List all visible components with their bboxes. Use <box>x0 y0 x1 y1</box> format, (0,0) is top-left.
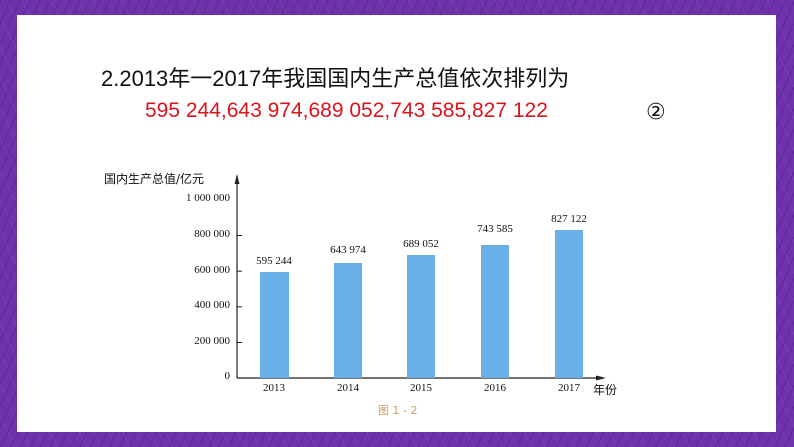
gdp-sequence-text: 595 244,643 974,689 052,743 585,827 122 <box>145 99 548 122</box>
y-tick-label: 600 000 <box>194 264 230 276</box>
y-axis-arrow-icon <box>234 174 240 184</box>
bar-value-label: 689 052 <box>403 238 439 250</box>
y-axis-title: 国内生产总值/亿元 <box>104 172 205 186</box>
bar-value-label: 827 122 <box>551 213 587 225</box>
bar-value-label: 595 244 <box>256 255 292 267</box>
bar-value-label: 643 974 <box>330 244 366 256</box>
figure-caption: 图 1 - 2 <box>378 404 418 417</box>
y-tick-label: 0 <box>224 370 231 382</box>
x-tick-label: 2015 <box>410 382 432 394</box>
bar-2017 <box>555 230 583 378</box>
bar-2014 <box>334 263 362 378</box>
x-tick-label: 2017 <box>558 382 580 394</box>
bar-2016 <box>481 245 509 378</box>
bar-value-label: 743 585 <box>477 223 513 235</box>
question-title: 2.2013年一2017年我国国内生产总值依次排列为 <box>101 66 570 91</box>
x-axis-title: 年份 <box>592 383 617 397</box>
bar-2013 <box>260 272 289 378</box>
x-axis-arrow-icon <box>596 375 606 381</box>
slide-canvas <box>17 15 776 432</box>
y-tick-label: 800 000 <box>194 228 230 240</box>
y-tick-label: 400 000 <box>194 299 230 311</box>
x-tick-label: 2014 <box>337 382 359 394</box>
bar-2015 <box>407 255 435 378</box>
x-tick-label: 2016 <box>484 382 506 394</box>
y-tick-label: 1 000 000 <box>186 192 230 204</box>
y-tick-label: 200 000 <box>194 335 230 347</box>
x-tick-label: 2013 <box>263 382 285 394</box>
circled-number-marker: ② <box>646 100 666 125</box>
